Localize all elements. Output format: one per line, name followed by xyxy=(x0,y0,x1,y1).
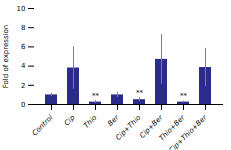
svg-text:Cip+Thio+Ber: Cip+Thio+Ber xyxy=(168,113,210,150)
svg-text:10: 10 xyxy=(17,5,26,13)
svg-text:0: 0 xyxy=(21,101,25,109)
svg-text:**: ** xyxy=(180,92,188,100)
svg-text:Cip+Thio: Cip+Thio xyxy=(114,114,142,142)
svg-text:2: 2 xyxy=(21,82,25,90)
svg-text:**: ** xyxy=(92,92,100,100)
svg-text:Ber: Ber xyxy=(106,113,121,128)
svg-text:8: 8 xyxy=(21,24,25,32)
svg-text:Cip: Cip xyxy=(63,113,77,127)
svg-text:Control: Control xyxy=(31,114,55,138)
svg-text:4: 4 xyxy=(21,62,26,70)
svg-text:**: ** xyxy=(136,89,144,97)
svg-text:6: 6 xyxy=(21,43,26,51)
svg-text:Fold of expression: Fold of expression xyxy=(2,25,10,88)
svg-text:Thio: Thio xyxy=(82,114,98,130)
svg-text:Cip+Ber: Cip+Ber xyxy=(138,113,165,140)
